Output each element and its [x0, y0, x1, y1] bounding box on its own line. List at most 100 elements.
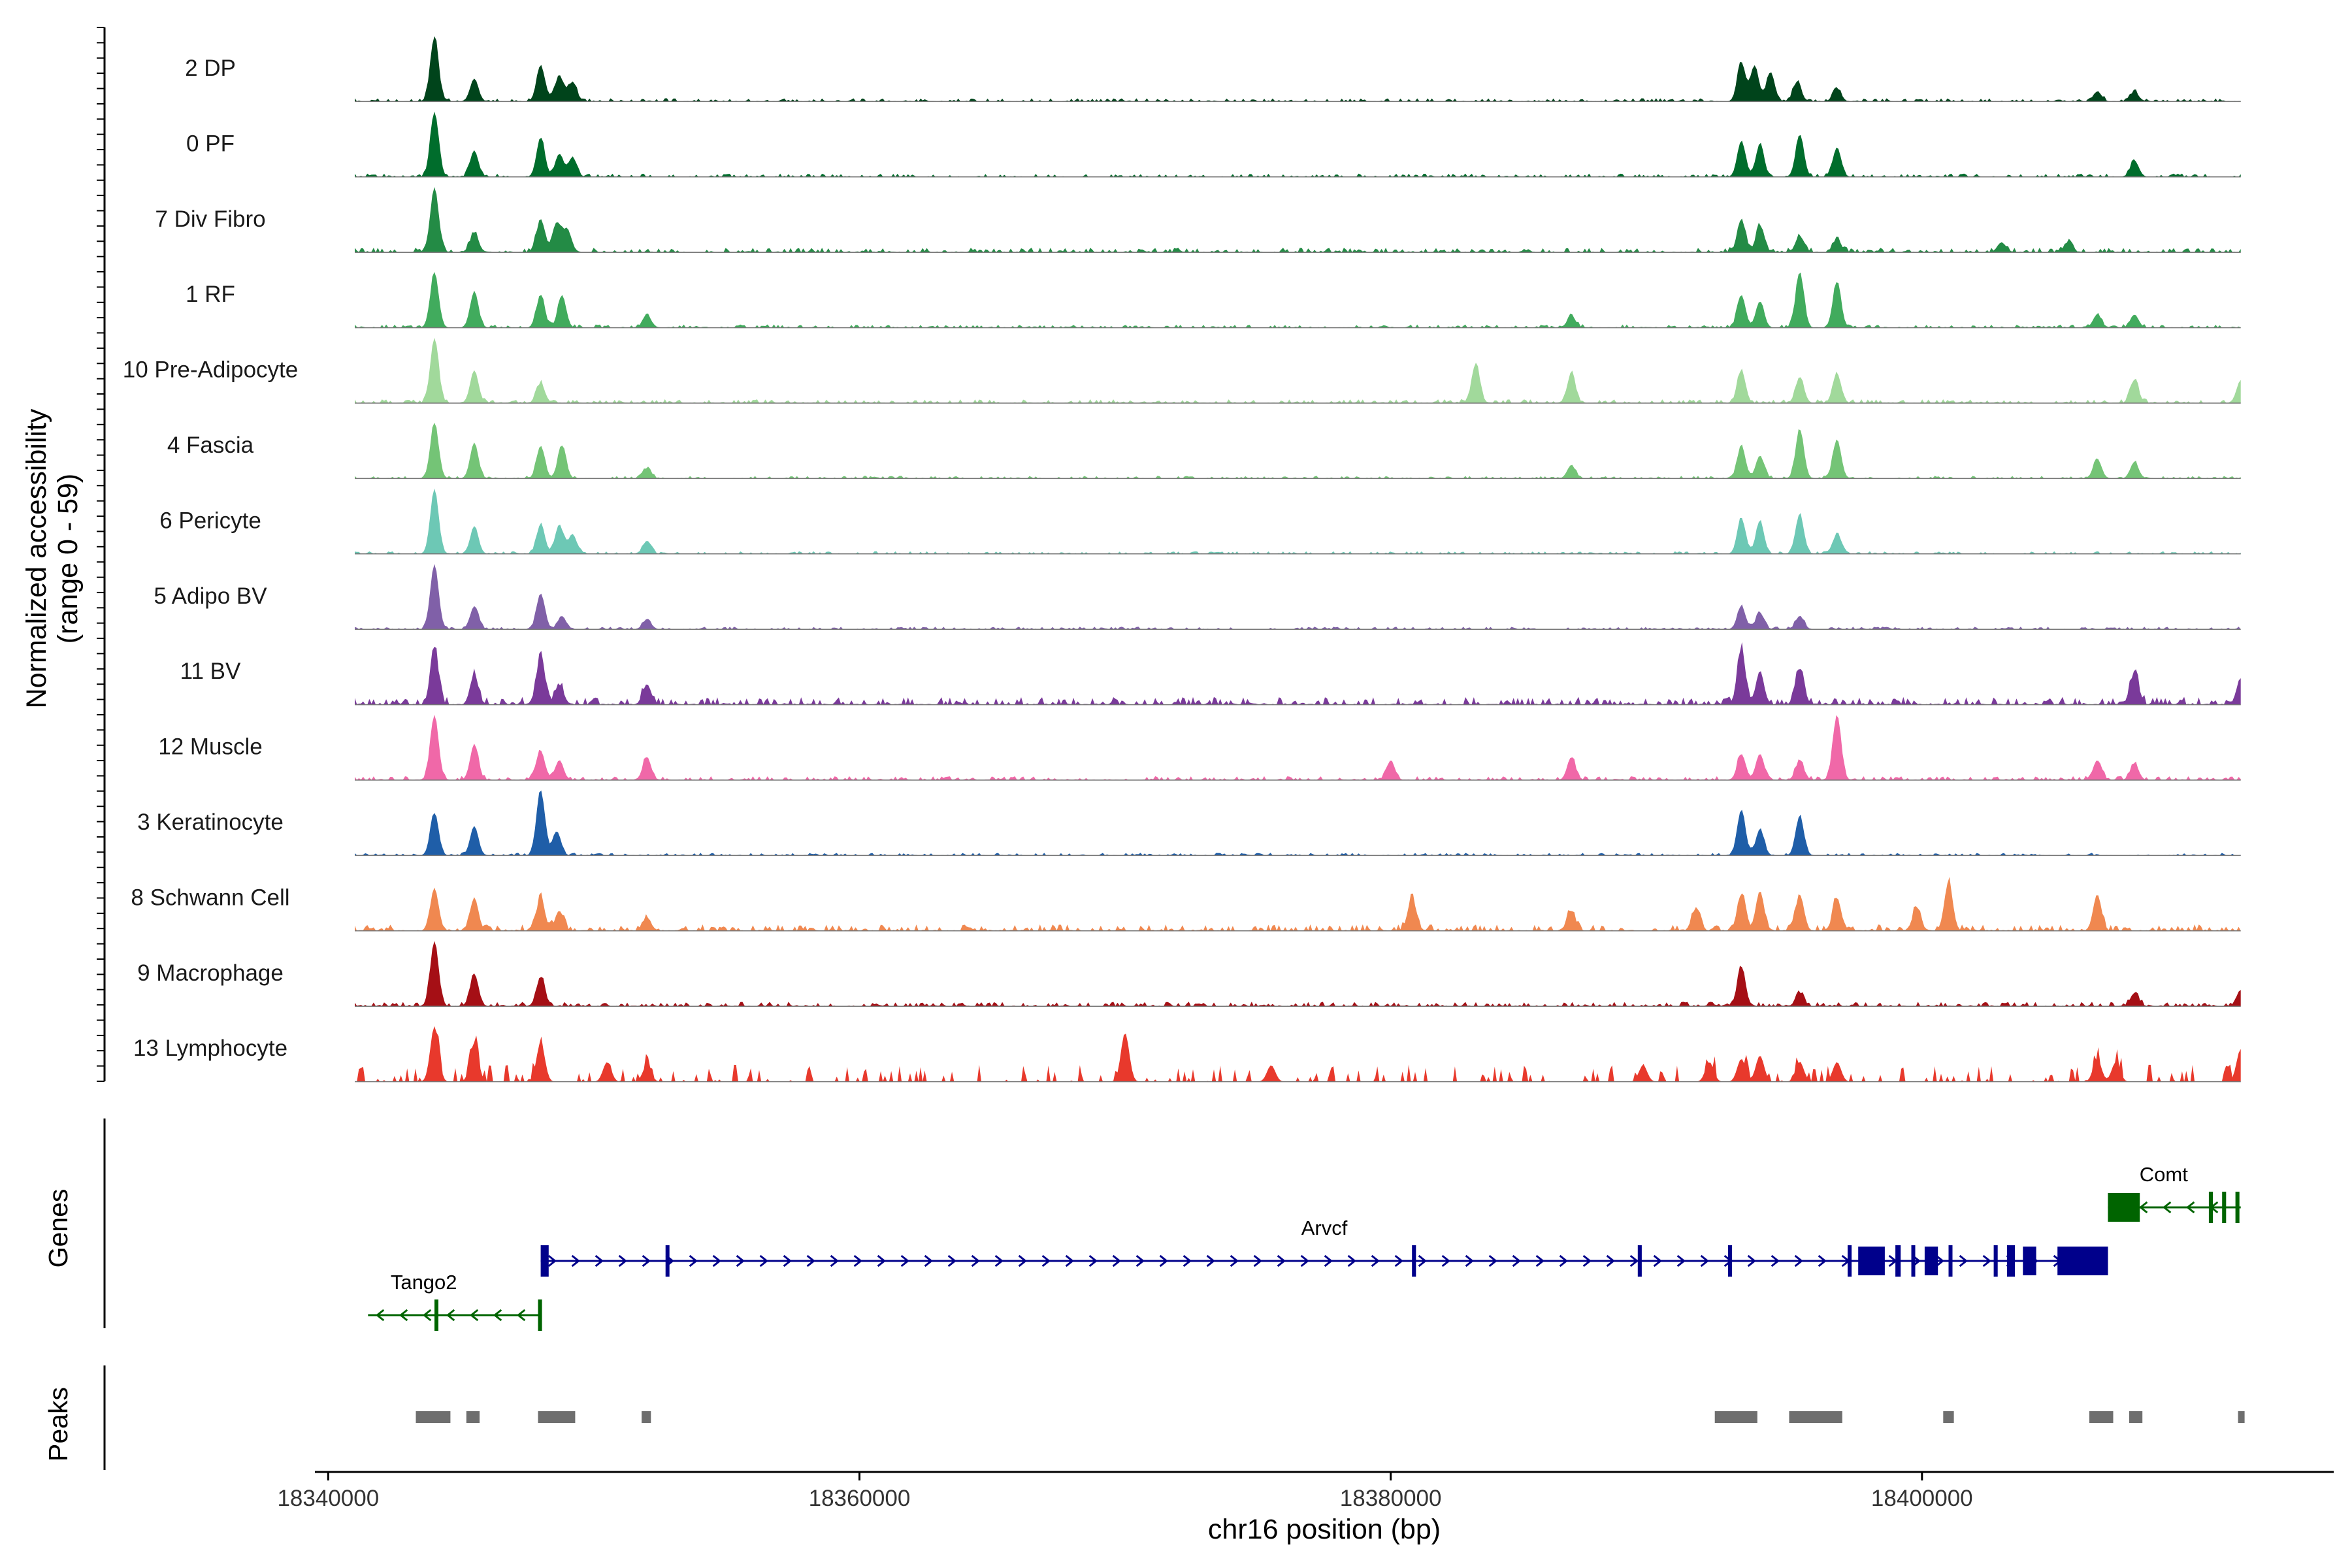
coverage-area-7	[355, 488, 2241, 554]
strand-chevron	[1629, 1254, 1639, 1267]
strand-chevron	[399, 1309, 408, 1322]
strand-chevron	[1230, 1254, 1239, 1267]
strand-chevron	[1135, 1254, 1145, 1267]
gene-exon	[1924, 1247, 1938, 1275]
strand-chevron	[1277, 1254, 1286, 1267]
gene-exon	[434, 1299, 438, 1331]
strand-chevron	[736, 1254, 745, 1267]
strand-chevron	[1935, 1254, 1944, 1267]
strand-chevron	[759, 1254, 768, 1267]
track-label: 13 Lymphocyte	[133, 1036, 287, 1061]
x-tick-label: 18380000	[1340, 1486, 1442, 1511]
strand-chevron	[547, 1254, 557, 1267]
strand-chevron	[1818, 1254, 1827, 1267]
peak-region	[2089, 1411, 2114, 1423]
strand-chevron	[1512, 1254, 1521, 1267]
track-label: 5 Adipo BV	[154, 583, 267, 609]
coverage-area-9	[355, 642, 2241, 705]
coverage-area-11	[355, 791, 2241, 856]
strand-chevron	[469, 1309, 479, 1322]
strand-chevron	[1747, 1254, 1756, 1267]
peak-region	[1714, 1411, 1757, 1423]
track-label: 4 Fascia	[167, 433, 254, 458]
gene-exon	[2235, 1192, 2240, 1223]
strand-chevron	[2163, 1201, 2172, 1214]
strand-chevron	[1465, 1254, 1474, 1267]
coverage-area-2	[355, 111, 2241, 177]
gene-exon	[538, 1299, 542, 1331]
strand-chevron	[1535, 1254, 1544, 1267]
gene-label: Comt	[2140, 1163, 2188, 1186]
gene-arvcf: Arvcf	[540, 1217, 2108, 1277]
strand-chevron	[446, 1309, 455, 1322]
strand-chevron	[1700, 1254, 1709, 1267]
strand-chevron	[783, 1254, 792, 1267]
strand-chevron	[1606, 1254, 1615, 1267]
strand-chevron	[1088, 1254, 1098, 1267]
coverage-area-5	[355, 338, 2241, 403]
gene-exon	[1848, 1245, 1852, 1277]
coverage-area-8	[355, 564, 2241, 630]
gene-exon	[1728, 1245, 1733, 1277]
gene-exon	[665, 1245, 670, 1277]
peak-region	[538, 1411, 576, 1423]
track-label: 7 Div Fibro	[155, 206, 265, 232]
peak-region	[642, 1411, 651, 1423]
gene-tango2: Tango2	[368, 1271, 542, 1331]
strand-chevron	[375, 1309, 385, 1322]
gene-exon	[1911, 1245, 1916, 1277]
strand-chevron	[1982, 1254, 1991, 1267]
strand-chevron	[853, 1254, 862, 1267]
peak-region	[466, 1411, 480, 1423]
strand-chevron	[516, 1309, 526, 1322]
gene-exon	[1637, 1245, 1642, 1277]
track-label: 9 Macrophage	[137, 960, 284, 986]
gene-label: Arvcf	[1301, 1217, 1348, 1239]
peak-region	[416, 1411, 451, 1423]
strand-chevron	[1041, 1254, 1051, 1267]
coverage-tracks	[355, 36, 2241, 1083]
strand-chevron	[1253, 1254, 1262, 1267]
strand-chevron	[877, 1254, 886, 1267]
left-axes	[97, 27, 106, 1470]
strand-chevron	[1959, 1254, 1968, 1267]
track-label: 6 Pericyte	[159, 508, 261, 533]
x-tick-label: 18340000	[277, 1486, 379, 1511]
gene-exon	[1895, 1245, 1901, 1277]
peak-region	[1943, 1411, 1954, 1423]
strand-chevron	[1653, 1254, 1662, 1267]
strand-chevron	[1582, 1254, 1592, 1267]
x-tick-label: 18360000	[809, 1486, 911, 1511]
strand-chevron	[1206, 1254, 1215, 1267]
track-label: 0 PF	[186, 131, 235, 156]
strand-chevron	[689, 1254, 698, 1267]
gene-exon	[2023, 1247, 2036, 1275]
strand-chevron	[1065, 1254, 1074, 1267]
strand-chevron	[830, 1254, 839, 1267]
strand-chevron	[571, 1254, 580, 1267]
strand-chevron	[1018, 1254, 1027, 1267]
track-label: 1 RF	[186, 282, 235, 307]
strand-chevron	[1676, 1254, 1686, 1267]
gene-exon	[2057, 1247, 2108, 1275]
peaks-panel	[416, 1411, 2245, 1423]
strand-chevron	[1371, 1254, 1380, 1267]
coverage-area-3	[355, 187, 2241, 253]
strand-chevron	[1441, 1254, 1450, 1267]
peak-region	[1789, 1411, 1842, 1423]
coverage-area-12	[355, 877, 2241, 931]
strand-chevron	[1559, 1254, 1568, 1267]
strand-chevron	[642, 1254, 651, 1267]
gene-exon	[2222, 1192, 2227, 1223]
strand-chevron	[595, 1254, 604, 1267]
strand-chevron	[1794, 1254, 1803, 1267]
genes-panel: Tango2 Arvcf Comt	[368, 1163, 2241, 1331]
peak-region	[2238, 1411, 2245, 1423]
gene-exon	[2208, 1192, 2213, 1223]
gene-exon	[540, 1245, 549, 1277]
peak-region	[2129, 1411, 2143, 1423]
strand-chevron	[1300, 1254, 1309, 1267]
strand-chevron	[2139, 1201, 2148, 1214]
y-axis-subtitle: (range 0 - 59)	[52, 474, 84, 644]
